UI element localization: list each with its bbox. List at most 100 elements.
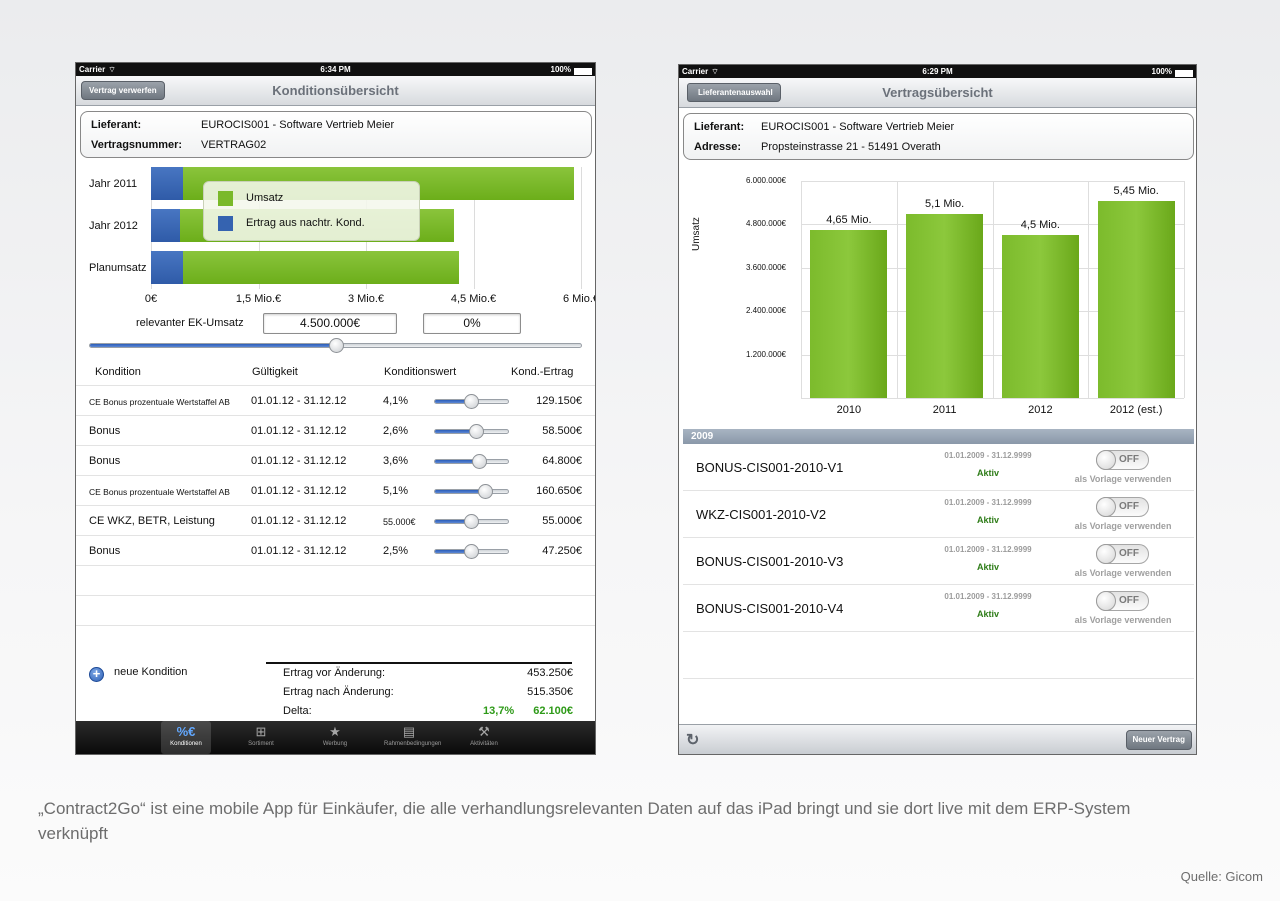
contract-dates: 01.01.2009 - 31.12.9999 <box>944 545 1032 554</box>
supplier-selection-back-button[interactable]: Lieferantenauswahl <box>687 83 781 102</box>
condition-name: CE Bonus prozentuale Wertstaffel AB <box>89 397 230 407</box>
slider-fill <box>435 490 486 493</box>
template-label: als Vorlage verwenden <box>1074 568 1172 578</box>
slider-thumb[interactable] <box>471 454 487 469</box>
x-tick-label: 2012 <box>1028 404 1053 416</box>
condition-value: 4,1% <box>383 395 409 407</box>
table-row[interactable]: Bonus 01.01.12 - 31.12.12 3,6% 64.800€ <box>76 445 595 475</box>
contract-row[interactable]: WKZ-CIS001-2010-V2 01.01.2009 - 31.12.999… <box>683 491 1194 538</box>
condition-yield: 64.800€ <box>542 455 582 467</box>
condition-slider[interactable] <box>434 454 509 469</box>
table-row[interactable]: CE Bonus prozentuale Wertstaffel AB 01.01… <box>76 475 595 505</box>
supplier-info-box: Lieferant: EUROCIS001 - Software Vertrieb… <box>683 113 1194 160</box>
carrier-label: Carrier <box>682 67 709 76</box>
bar <box>1001 235 1079 398</box>
validity: 01.01.12 - 31.12.12 <box>251 455 347 467</box>
address-label: Adresse: <box>694 141 742 153</box>
slider-thumb[interactable] <box>468 424 484 439</box>
slider-thumb[interactable] <box>463 514 479 529</box>
condition-slider[interactable] <box>434 394 509 409</box>
condition-slider[interactable] <box>434 544 509 559</box>
bar-ertrag <box>151 167 184 200</box>
legend-label-ertrag: Ertrag aus nachtr. Kond. <box>246 217 365 229</box>
contract-row[interactable]: BONUS-CIS001-2010-V4 01.01.2009 - 31.12.9… <box>683 585 1194 632</box>
supplier-label: Lieferant: <box>91 119 142 131</box>
condition-name: CE Bonus prozentuale Wertstaffel AB <box>89 487 230 497</box>
page-title: Vertragsübersicht <box>882 85 993 100</box>
condition-name: Bonus <box>89 455 121 467</box>
bar-umsatz <box>183 251 460 284</box>
contract-status: Aktiv <box>976 562 999 572</box>
slider-fill <box>435 460 479 463</box>
navigation-bar: Lieferantenauswahl Vertragsübersicht <box>679 78 1196 108</box>
contract-status: Aktiv <box>976 468 999 478</box>
table-row[interactable]: CE WKZ, BETR, Leistung 01.01.12 - 31.12.1… <box>76 505 595 535</box>
ek-revenue-input[interactable]: 4.500.000€ <box>263 313 397 334</box>
toggle-label: OFF <box>1119 501 1139 512</box>
navigation-bar: Vertrag verwerfen Konditionsübersicht <box>76 76 595 106</box>
col-kond-ertrag: Kond.-Ertrag <box>511 366 574 378</box>
slider-thumb[interactable] <box>463 394 479 409</box>
clock: 6:29 PM <box>922 67 953 76</box>
condition-slider[interactable] <box>434 424 509 439</box>
gridline <box>581 167 582 289</box>
contract-name: BONUS-CIS001-2010-V3 <box>696 554 844 569</box>
table-row[interactable]: Bonus 01.01.12 - 31.12.12 2,5% 47.250€ <box>76 535 595 565</box>
refresh-icon[interactable]: ↻ <box>686 732 700 749</box>
bar <box>810 229 888 398</box>
tab-aktivitäten[interactable]: ⚒ Aktivitäten <box>459 721 509 754</box>
carrier-label: Carrier <box>79 65 106 74</box>
tools-icon: ⚒ <box>478 724 490 739</box>
add-condition-icon[interactable]: + <box>89 667 104 682</box>
add-condition-label[interactable]: neue Kondition <box>114 666 188 678</box>
slider-thumb[interactable] <box>328 338 344 353</box>
gridline <box>992 181 994 398</box>
template-toggle[interactable]: OFF <box>1096 591 1149 611</box>
contract-row[interactable]: BONUS-CIS001-2010-V1 01.01.2009 - 31.12.9… <box>683 444 1194 491</box>
col-konditionswert: Konditionswert <box>384 366 457 378</box>
template-label: als Vorlage verwenden <box>1074 474 1172 484</box>
conditions-table-header: Kondition Gültigkeit Konditionswert Kond… <box>76 366 595 390</box>
slider-thumb[interactable] <box>463 544 479 559</box>
delta-value: 62.100€ <box>533 705 573 717</box>
col-gueltigkeit: Gültigkeit <box>252 366 298 378</box>
template-toggle[interactable]: OFF <box>1096 497 1149 517</box>
bar <box>1097 200 1175 398</box>
condition-yield: 129.150€ <box>536 395 582 407</box>
data-label: 4,5 Mio. <box>1020 219 1060 232</box>
condition-value: 2,6% <box>383 425 409 437</box>
condition-slider[interactable] <box>434 484 509 499</box>
tab-label: Rahmenbedingungen <box>384 741 442 747</box>
slider-fill <box>90 344 336 347</box>
tab-rahmenbedingungen[interactable]: ▤ Rahmenbedingungen <box>384 721 441 754</box>
summary-divider <box>266 662 572 664</box>
condition-yield: 160.650€ <box>536 485 582 497</box>
contract-dates: 01.01.2009 - 31.12.9999 <box>944 592 1032 601</box>
gridline <box>473 167 475 289</box>
slider-thumb[interactable] <box>478 484 494 499</box>
template-toggle[interactable]: OFF <box>1096 450 1149 470</box>
tab-konditionen[interactable]: %€ Konditionen <box>161 721 211 754</box>
contract-row[interactable]: BONUS-CIS001-2010-V3 01.01.2009 - 31.12.9… <box>683 538 1194 585</box>
tab-sortiment[interactable]: ⊞ Sortiment <box>236 721 286 754</box>
table-row[interactable]: CE Bonus prozentuale Wertstaffel AB 01.01… <box>76 385 595 415</box>
bottom-toolbar: ↻ Neuer Vertrag <box>679 724 1196 754</box>
template-toggle[interactable]: OFF <box>1096 544 1149 564</box>
discard-contract-button[interactable]: Vertrag verwerfen <box>81 81 165 100</box>
gridline <box>1088 181 1090 398</box>
y-tick-label: 3.600.000€ <box>745 262 786 272</box>
x-tick-label: 1,5 Mio.€ <box>235 293 282 305</box>
toggle-label: OFF <box>1119 454 1139 465</box>
ek-percent-input[interactable]: 0% <box>423 313 521 334</box>
table-row[interactable]: Bonus 01.01.12 - 31.12.12 2,6% 58.500€ <box>76 415 595 445</box>
ek-revenue-slider[interactable] <box>89 338 582 353</box>
delta-label: Delta: <box>283 705 312 717</box>
before-label: Ertrag vor Änderung: <box>283 667 386 679</box>
y-tick-label: 1.200.000€ <box>745 349 786 359</box>
condition-slider[interactable] <box>434 514 509 529</box>
new-contract-button[interactable]: Neuer Vertrag <box>1125 730 1192 750</box>
category-label: Jahr 2012 <box>89 220 138 232</box>
validity: 01.01.12 - 31.12.12 <box>251 425 347 437</box>
tab-werbung[interactable]: ★ Werbung <box>310 721 360 754</box>
konditionen-screen: Carrier ⌔ 6:34 PM 100% Vertrag verwerfen … <box>75 62 596 755</box>
